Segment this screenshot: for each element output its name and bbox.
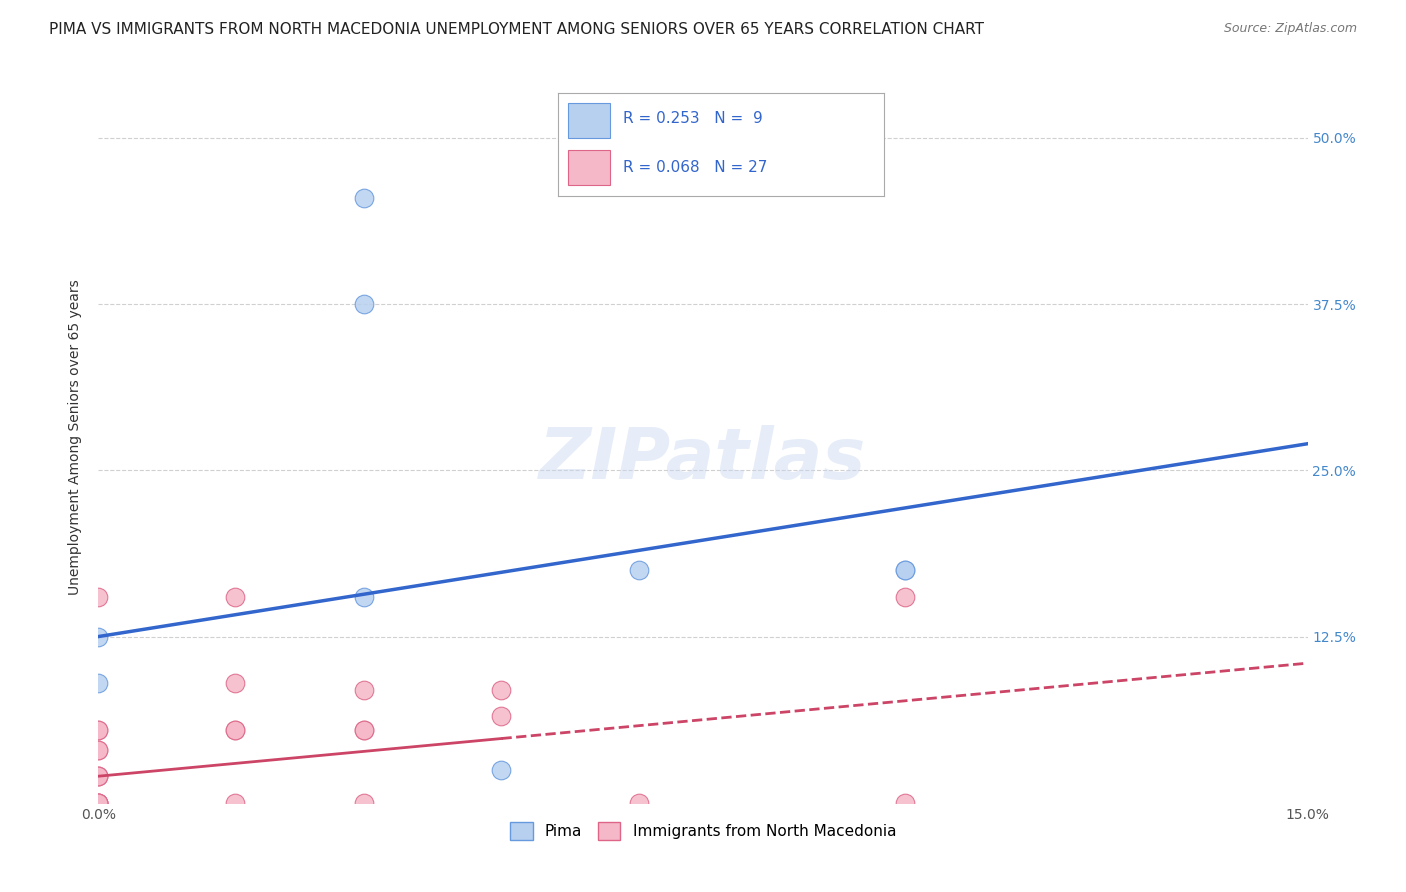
- Point: [224, 796, 246, 810]
- Point: [87, 796, 110, 810]
- Point: [353, 297, 375, 311]
- Point: [87, 796, 110, 810]
- Text: PIMA VS IMMIGRANTS FROM NORTH MACEDONIA UNEMPLOYMENT AMONG SENIORS OVER 65 YEARS: PIMA VS IMMIGRANTS FROM NORTH MACEDONIA …: [49, 22, 984, 37]
- Point: [353, 590, 375, 604]
- Text: ZIPatlas: ZIPatlas: [540, 425, 866, 493]
- Point: [87, 796, 110, 810]
- Point: [353, 796, 375, 810]
- Point: [87, 769, 110, 783]
- Point: [893, 563, 915, 577]
- Point: [353, 723, 375, 737]
- Point: [353, 191, 375, 205]
- Point: [491, 682, 513, 697]
- Point: [893, 563, 915, 577]
- Point: [87, 590, 110, 604]
- Point: [87, 742, 110, 756]
- Point: [87, 723, 110, 737]
- Point: [893, 590, 915, 604]
- Point: [893, 796, 915, 810]
- Point: [224, 723, 246, 737]
- Point: [87, 742, 110, 756]
- Point: [87, 676, 110, 690]
- Legend: Pima, Immigrants from North Macedonia: Pima, Immigrants from North Macedonia: [503, 815, 903, 847]
- Text: Source: ZipAtlas.com: Source: ZipAtlas.com: [1223, 22, 1357, 36]
- Point: [627, 563, 650, 577]
- Point: [87, 769, 110, 783]
- Point: [87, 769, 110, 783]
- Point: [491, 709, 513, 723]
- Point: [224, 723, 246, 737]
- Point: [353, 682, 375, 697]
- Point: [224, 676, 246, 690]
- Point: [491, 763, 513, 777]
- Point: [87, 723, 110, 737]
- Point: [353, 723, 375, 737]
- Point: [87, 630, 110, 644]
- Y-axis label: Unemployment Among Seniors over 65 years: Unemployment Among Seniors over 65 years: [69, 279, 83, 595]
- Point: [224, 590, 246, 604]
- Point: [627, 796, 650, 810]
- Point: [87, 796, 110, 810]
- Point: [87, 796, 110, 810]
